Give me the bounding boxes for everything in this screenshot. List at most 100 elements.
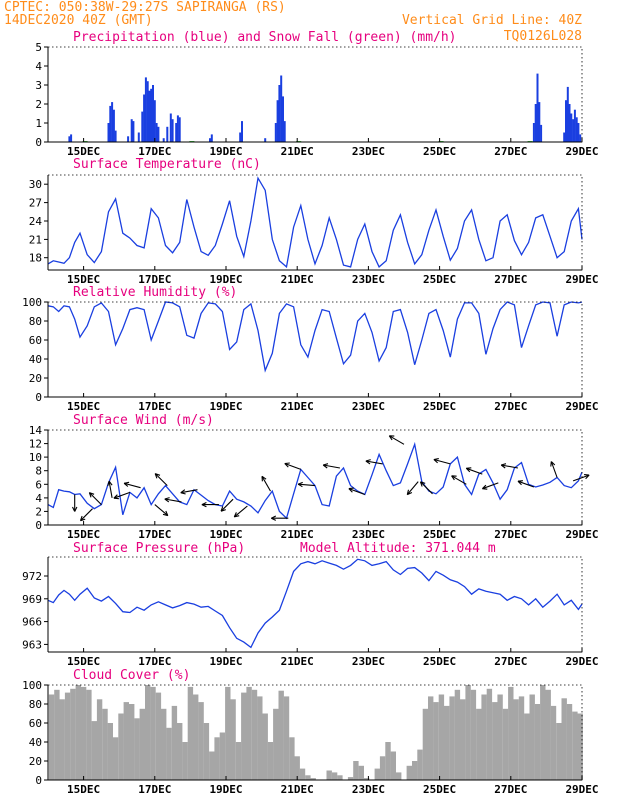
- cloud-bar: [246, 687, 251, 780]
- precip-bar: [156, 123, 158, 142]
- cloud-bar: [492, 702, 497, 780]
- cloud-bar: [412, 761, 417, 780]
- wind-y-tick-label: 2: [35, 505, 42, 518]
- precip-bar: [537, 74, 539, 142]
- cloud-bar: [540, 685, 545, 780]
- cloud-bar: [562, 698, 567, 780]
- temperature-x-tick-label: 15DEC: [67, 273, 100, 286]
- cloud-bar: [417, 750, 422, 780]
- cloud-bar: [108, 723, 113, 780]
- temperature-plot-area: [48, 175, 582, 270]
- pressure-y-tick-label: 969: [22, 593, 42, 606]
- humidity-y-tick-label: 60: [29, 334, 42, 347]
- wind-y-tick-label: 0: [35, 519, 42, 532]
- cloud-bar: [268, 742, 273, 780]
- wind-arrow: [466, 468, 482, 474]
- wind-arrow: [501, 464, 518, 468]
- cloud-bar: [289, 737, 294, 780]
- wind-arrow: [518, 481, 534, 487]
- temperature-title: Surface Temperature (nC): [73, 157, 261, 172]
- wind-x-tick-label: 19DEC: [209, 528, 242, 541]
- cloud-bar: [214, 737, 219, 780]
- wind-arrow: [366, 460, 383, 464]
- cloud-bar: [535, 704, 540, 780]
- cloud-bar: [156, 693, 161, 780]
- wind-arrow: [551, 462, 557, 478]
- cloud-bar: [407, 766, 412, 780]
- precip-bar: [239, 133, 241, 143]
- wind-y-tick-label: 10: [29, 451, 42, 464]
- cloud-x-tick-label: 29DEC: [565, 783, 598, 796]
- cloud-bar: [391, 752, 396, 781]
- precip-bar: [143, 95, 145, 143]
- cloud-bar: [124, 702, 129, 780]
- precip-x-tick-label: 21DEC: [281, 145, 314, 158]
- cloud-bar: [530, 695, 535, 781]
- humidity-title: Relative Humidity (%): [73, 285, 237, 300]
- wind-arrow: [262, 476, 271, 491]
- wind-y-tick-label: 4: [35, 492, 42, 505]
- cloud-x-tick-label: 17DEC: [138, 783, 171, 796]
- pressure-plot-area: [48, 557, 582, 652]
- pressure-x-tick-label: 27DEC: [494, 655, 527, 668]
- cloud-bar: [359, 766, 364, 780]
- precip-bar: [280, 76, 282, 143]
- wind-x-tick-label: 23DEC: [352, 528, 385, 541]
- precip-y-tick-label: 1: [35, 117, 42, 130]
- wind-x-tick-label: 17DEC: [138, 528, 171, 541]
- precip-bar: [577, 123, 579, 142]
- wind-arrow: [389, 436, 404, 445]
- humidity-x-tick-label: 25DEC: [423, 400, 456, 413]
- precip-bar: [264, 138, 266, 142]
- precip-bar: [538, 102, 540, 142]
- cloud-bar: [433, 702, 438, 780]
- cloud-bar: [129, 704, 134, 780]
- precip-bar: [211, 134, 213, 142]
- model-altitude-label: Model Altitude: 371.044 m: [300, 541, 496, 556]
- wind-arrow: [323, 464, 340, 468]
- wind-x-tick-label: 15DEC: [67, 528, 100, 541]
- precip-bar: [278, 85, 280, 142]
- precip-bar: [127, 136, 129, 142]
- wind-arrow: [234, 506, 247, 517]
- cloud-bar: [396, 772, 401, 780]
- cloud-bar: [375, 769, 380, 780]
- precip-bar: [533, 123, 535, 142]
- precip-bar: [109, 106, 111, 142]
- cloud-bar: [476, 709, 481, 780]
- cloud-bar: [284, 696, 289, 780]
- cloud-bar: [481, 695, 486, 781]
- cloud-bar: [70, 689, 75, 780]
- wind-arrow: [434, 459, 450, 464]
- precip-bar: [241, 121, 243, 142]
- precip-x-tick-label: 25DEC: [423, 145, 456, 158]
- cloud-bar: [273, 709, 278, 780]
- cloud-bar: [209, 752, 214, 781]
- wind-x-tick-label: 25DEC: [423, 528, 456, 541]
- pressure-y-tick-label: 963: [22, 638, 42, 651]
- pressure-x-tick-label: 21DEC: [281, 655, 314, 668]
- cloud-bar: [513, 699, 518, 780]
- wind-arrow: [73, 495, 77, 512]
- cloud-bar: [519, 696, 524, 780]
- cloud-bar: [300, 769, 305, 780]
- precip-bar: [179, 117, 181, 142]
- cloud-bar: [551, 706, 556, 780]
- cloud-bar: [503, 709, 508, 780]
- precip-y-tick-label: 5: [35, 41, 42, 54]
- precip-title: Precipitation (blue) and Snow Fall (gree…: [73, 30, 457, 45]
- pressure-x-tick-label: 17DEC: [138, 655, 171, 668]
- wind-arrow: [124, 482, 141, 487]
- pressure-y-tick-label: 972: [22, 570, 42, 583]
- wind-y-tick-label: 14: [29, 424, 43, 437]
- pressure-x-tick-label: 25DEC: [423, 655, 456, 668]
- precip-y-tick-label: 3: [35, 79, 42, 92]
- precip-bar: [70, 134, 72, 142]
- cloud-title: Cloud Cover (%): [73, 668, 190, 683]
- precip-bar: [209, 138, 211, 142]
- wind-arrow: [165, 498, 182, 502]
- precip-bar: [570, 114, 572, 143]
- cloud-bar: [49, 695, 54, 781]
- cloud-bar: [54, 690, 59, 780]
